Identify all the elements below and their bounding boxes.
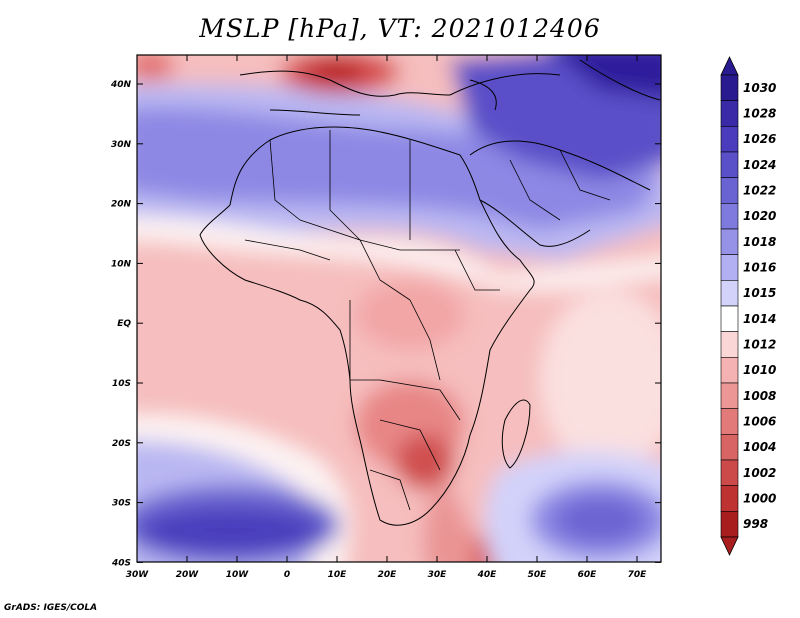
lon-label: 50E bbox=[528, 570, 548, 580]
colorbar-swatch bbox=[720, 177, 739, 204]
colorbar-label: 1012 bbox=[743, 338, 776, 352]
lat-label: EQ bbox=[117, 319, 131, 329]
colorbar-label: 1026 bbox=[743, 132, 776, 146]
colorbar-label: 1020 bbox=[743, 209, 776, 223]
colorbar-swatch bbox=[720, 459, 739, 486]
colorbar-swatch bbox=[720, 305, 739, 332]
colorbar-swatch bbox=[720, 331, 739, 358]
map-title: MSLP [hPa], VT: 2021012406 bbox=[199, 14, 601, 43]
colorbar-swatch bbox=[720, 254, 739, 281]
colorbar-swatch bbox=[720, 126, 739, 153]
lat-label: 40S bbox=[111, 558, 131, 568]
colorbar-label: 1024 bbox=[743, 158, 776, 172]
colorbar-label: 1008 bbox=[743, 389, 776, 403]
colorbar-label: 1016 bbox=[743, 261, 776, 275]
colorbar-swatch bbox=[720, 408, 739, 435]
lon-label: 0 bbox=[284, 570, 290, 580]
credit-text: GrADS: IGES/COLA bbox=[4, 603, 98, 613]
lon-label: 20E bbox=[378, 570, 398, 580]
colorbar-bottom-arrow bbox=[720, 536, 739, 556]
colorbar-label: 1022 bbox=[743, 184, 776, 198]
lat-label: 20S bbox=[112, 439, 131, 449]
lon-label: 40E bbox=[477, 570, 498, 580]
lon-label: 10E bbox=[328, 570, 348, 580]
colorbar-swatch bbox=[720, 485, 739, 512]
lat-label: 10N bbox=[111, 259, 132, 269]
lat-label: 20N bbox=[111, 200, 132, 210]
colorbar: 1030 1028 1026 1024 1022 1020 1018 1016 1015 1014… bbox=[720, 56, 776, 556]
lon-label: 20W bbox=[176, 570, 200, 580]
lat-label: 10S bbox=[112, 379, 131, 389]
colorbar-swatch bbox=[720, 151, 739, 178]
colorbar-label: 1015 bbox=[743, 286, 776, 300]
pressure-field bbox=[137, 55, 661, 562]
colorbar-label: 1000 bbox=[743, 492, 776, 506]
lon-label: 30E bbox=[428, 570, 448, 580]
colorbar-swatch bbox=[720, 100, 739, 127]
colorbar-top-arrow bbox=[720, 56, 739, 76]
colorbar-label: 1006 bbox=[743, 415, 776, 429]
lon-label: 10W bbox=[226, 570, 250, 580]
colorbar-swatch bbox=[720, 280, 739, 307]
longitude-labels: 30W 20W 10W 0 10E 20E 30E 40E 50E 60E 70E bbox=[126, 570, 647, 580]
colorbar-label: 998 bbox=[743, 517, 768, 531]
latitude-labels: 40N 30N 20N 10N EQ 10S 20S 30S 40S bbox=[110, 80, 132, 568]
colorbar-swatch bbox=[720, 382, 739, 409]
lon-label: 60E bbox=[578, 570, 598, 580]
lat-label: 30S bbox=[112, 499, 131, 509]
lat-label: 30N bbox=[111, 140, 132, 150]
colorbar-label: 1014 bbox=[743, 312, 776, 326]
colorbar-swatch bbox=[720, 228, 739, 255]
lon-label: 70E bbox=[628, 570, 648, 580]
axis-ticks bbox=[136, 55, 661, 563]
lat-label: 40N bbox=[110, 80, 132, 90]
lon-label: 30W bbox=[126, 570, 150, 580]
colorbar-swatch bbox=[720, 434, 739, 461]
map-frame bbox=[136, 54, 662, 563]
colorbar-label: 1018 bbox=[743, 235, 776, 249]
colorbar-label: 1010 bbox=[743, 363, 776, 377]
colorbar-swatch bbox=[720, 74, 739, 101]
colorbar-label: 1030 bbox=[743, 81, 776, 95]
country-borders bbox=[244, 130, 611, 511]
colorbar-swatch bbox=[720, 357, 739, 384]
colorbar-swatch bbox=[720, 511, 739, 538]
colorbar-label: 1028 bbox=[743, 107, 776, 121]
colorbar-label: 1002 bbox=[743, 466, 776, 480]
colorbar-swatch bbox=[720, 203, 739, 230]
colorbar-label: 1004 bbox=[743, 440, 776, 454]
